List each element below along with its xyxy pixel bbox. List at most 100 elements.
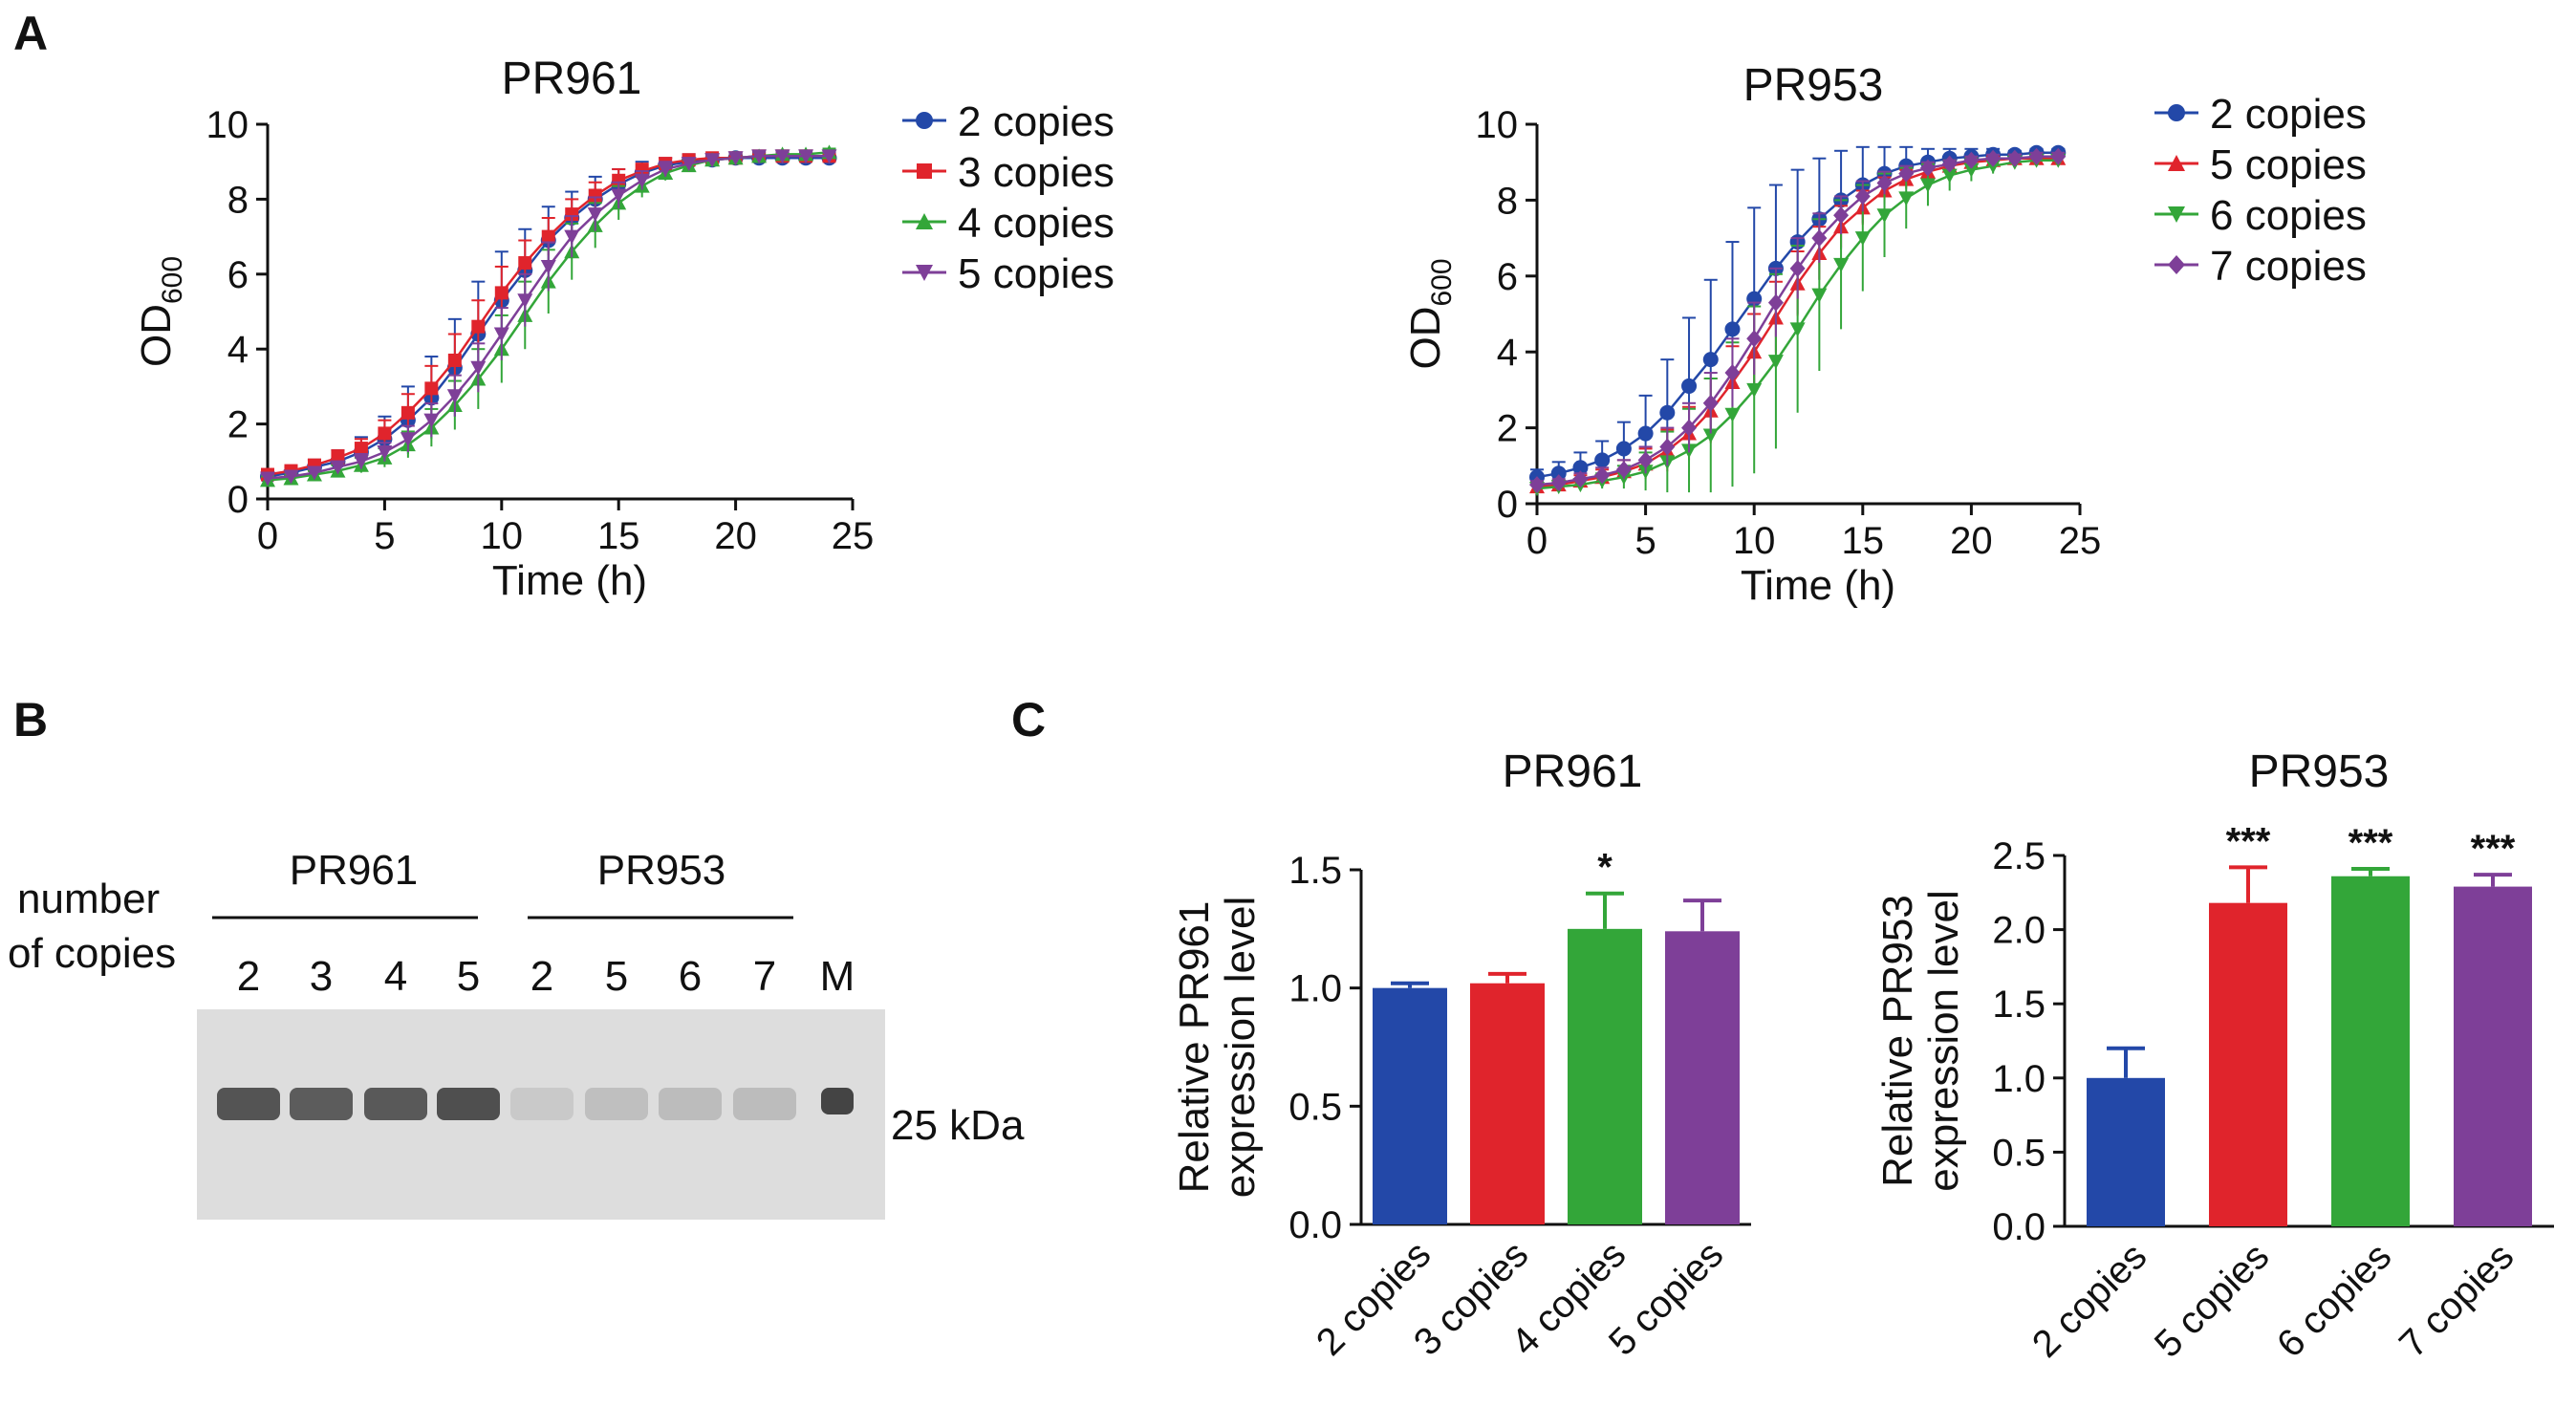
legend-marker	[2168, 104, 2185, 121]
data-point	[1572, 470, 1589, 488]
data-point	[587, 207, 603, 223]
data-point	[1919, 178, 1936, 193]
gel-marker-label: 25 kDa	[891, 1102, 1025, 1149]
gel-band	[364, 1088, 427, 1120]
data-point	[1637, 425, 1654, 442]
legend-label: 7 copies	[2210, 243, 2367, 290]
y-tick-label: 1.0	[1992, 1058, 2046, 1100]
significance-mark: *	[1597, 847, 1613, 889]
x-tick-label: 25	[832, 515, 875, 557]
gel-row-label-number: number	[17, 876, 160, 922]
data-point	[447, 353, 462, 367]
y-tick-label: 10	[1476, 104, 1519, 146]
x-tick-label: 10	[481, 515, 524, 557]
y-tick-label: 2	[227, 404, 249, 446]
y-axis-label-line1: Relative PR961	[1171, 901, 1218, 1194]
gel-lane-label: 2	[530, 953, 553, 1000]
gel-band	[821, 1088, 854, 1114]
y-tick-label: 1.5	[1288, 850, 1342, 892]
data-point	[1811, 229, 1828, 248]
data-point	[1789, 322, 1806, 337]
x-tick-label: 15	[1842, 520, 1885, 562]
gel-band	[217, 1088, 280, 1120]
data-point	[1724, 321, 1741, 337]
data-point	[1789, 259, 1806, 277]
data-point	[1963, 162, 1980, 178]
gel-band	[290, 1088, 353, 1120]
gel-lane-label: 4	[384, 953, 407, 1000]
y-tick-label: 4	[227, 329, 249, 371]
data-point	[565, 207, 579, 222]
y-axis-label-line1: Relative PR953	[1874, 895, 1921, 1187]
legend-label: 2 copies	[958, 98, 1115, 145]
data-point	[540, 259, 556, 274]
expression-bar-chart-pr953: PR953 0.0 0.5 1.0 1.5 2.0 2.5 Relative PR953 exp…	[1874, 746, 2554, 1366]
legend-marker	[916, 265, 933, 281]
gel-band	[585, 1088, 648, 1120]
gel-band	[733, 1088, 796, 1120]
data-point	[681, 157, 697, 172]
gel-lane-label: M	[820, 953, 855, 1000]
x-tick-label: 5 copies	[2147, 1235, 2277, 1365]
x-tick-label: 6 copies	[2269, 1235, 2399, 1365]
data-point	[354, 442, 368, 456]
x-tick-label: 5	[374, 515, 395, 557]
x-tick-label: 5	[1634, 520, 1656, 562]
gel-lane-label: 7	[753, 953, 776, 1000]
data-point	[1702, 394, 1719, 412]
data-point	[1681, 378, 1698, 394]
legend-label: 4 copies	[958, 200, 1115, 247]
data-point	[2006, 149, 2023, 167]
x-tick-label: 10	[1733, 520, 1776, 562]
data-point	[1572, 460, 1589, 476]
data-point	[1615, 441, 1632, 457]
data-point	[470, 360, 487, 376]
gel-row-label-copies: of copies	[8, 930, 176, 977]
data-point	[1550, 474, 1567, 492]
y-axis-label: OD600	[1402, 258, 1458, 369]
gel-band	[510, 1088, 574, 1120]
legend-marker	[2168, 155, 2185, 171]
series-3-copies	[261, 149, 836, 482]
legend-label: 6 copies	[2210, 192, 2367, 239]
gel-group-label-pr961: PR961	[290, 847, 419, 894]
legend-label: 5 copies	[958, 250, 1115, 297]
x-axis-label: Time (h)	[1741, 562, 1895, 609]
data-point	[471, 319, 486, 334]
data-point	[1898, 164, 1915, 183]
panel-label-c: C	[1011, 693, 1046, 746]
bar-2-copies	[2087, 1077, 2165, 1226]
gel-lane-label: 5	[457, 953, 480, 1000]
data-point	[1550, 465, 1567, 482]
significance-mark: ***	[2226, 820, 2271, 862]
data-point	[798, 149, 814, 164]
bar-5-copies	[1665, 931, 1740, 1224]
data-point	[1833, 257, 1850, 272]
legend-label: 5 copies	[2210, 141, 2367, 188]
data-point	[1854, 187, 1871, 206]
data-point	[1854, 231, 1871, 247]
data-point	[821, 149, 837, 164]
bar-3-copies	[1470, 983, 1545, 1224]
legend-label: 3 copies	[958, 149, 1115, 196]
data-point	[1898, 191, 1915, 206]
legend-marker	[917, 163, 932, 179]
legend-marker	[2168, 255, 2185, 274]
data-point	[611, 188, 627, 204]
data-point	[1767, 293, 1784, 312]
significance-mark: ***	[2471, 828, 2516, 870]
legend-label: 2 copies	[2210, 91, 2367, 138]
data-point	[377, 445, 393, 460]
data-point	[1941, 155, 1958, 173]
y-tick-label: 8	[1497, 180, 1518, 222]
bar-4-copies	[1568, 928, 1642, 1224]
chart-title: PR953	[2249, 746, 2390, 797]
gel-group-label-pr953: PR953	[597, 847, 726, 894]
series-7-copies	[1529, 147, 2067, 494]
series-line	[267, 155, 830, 480]
